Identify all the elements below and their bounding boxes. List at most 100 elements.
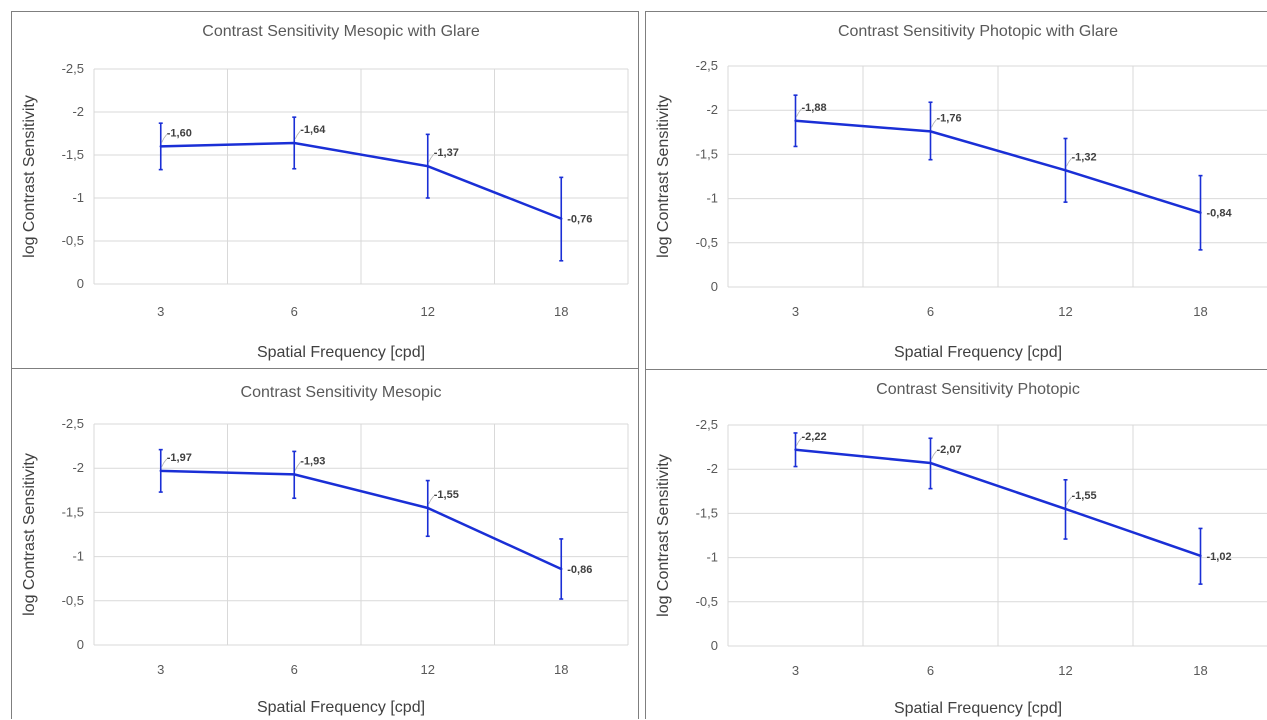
data-point: [1064, 507, 1067, 511]
chart-panel-photopic-glare: -2,5 -2 -1,5 -1 -0,5 0 3 6 12 18 Contrast Sensitiv…: [645, 11, 1267, 369]
chart-title: Contrast Sensitivity Photopic: [876, 381, 1080, 398]
data-label-leader: [1066, 158, 1072, 167]
x-tick-label: 18: [554, 662, 568, 677]
data-point: [159, 469, 162, 473]
data-label-leader: [428, 495, 435, 505]
data-point: [293, 473, 296, 476]
x-tick-label: 6: [927, 304, 934, 319]
x-tick-label: 18: [1193, 663, 1207, 678]
data-point: [1199, 554, 1202, 558]
data-label-leader: [294, 462, 301, 471]
data-point: [794, 119, 797, 123]
data-point: [560, 567, 563, 571]
x-tick-label: 3: [157, 304, 164, 319]
data-label: -1,55: [1072, 490, 1097, 502]
data-point: [794, 448, 797, 451]
x-axis-title: Spatial Frequency [cpd]: [894, 700, 1062, 717]
series-line: [795, 119, 1201, 214]
y-tick-label: -0,5: [62, 233, 84, 248]
data-label: -0,84: [1207, 208, 1233, 220]
x-tick-label: 6: [927, 663, 934, 678]
chart-svg: -2,5 -2 -1,5 -1 -0,5 0 3 6 12 18 Contrast Sensitiv…: [21, 23, 629, 361]
data-point: [1199, 211, 1202, 214]
chart-panel-mesopic: -2,5 -2 -1,5 -1 -0,5 0 3 6 12 18 Contrast Sensitiv…: [11, 369, 639, 719]
x-tick-label: 3: [792, 663, 799, 678]
chart-svg: -2,5 -2 -1,5 -1 -0,5 0 3 6 12 18 Contrast Sensitiv…: [655, 381, 1267, 717]
data-label-leader: [294, 130, 301, 140]
y-tick-label: -1: [72, 549, 84, 564]
data-label: -1,02: [1207, 551, 1232, 563]
data-label: -1,88: [802, 102, 827, 114]
chart-svg: -2,5 -2 -1,5 -1 -0,5 0 3 6 12 18 Contrast Sensitiv…: [21, 384, 629, 716]
y-tick-label: -0,5: [696, 235, 718, 250]
data-point: [293, 141, 296, 145]
data-label: -1,32: [1072, 151, 1097, 163]
x-tick-label: 18: [554, 304, 568, 319]
data-label: -1,37: [434, 147, 459, 159]
y-tick-label: 0: [711, 638, 718, 653]
data-label-leader: [428, 153, 435, 163]
data-point: [560, 217, 563, 220]
data-label: -1,76: [937, 112, 962, 124]
data-point: [1064, 169, 1067, 172]
series-line: [160, 141, 562, 220]
data-label: -0,86: [567, 564, 592, 576]
y-axis-title: log Contrast Sensitivity: [21, 453, 38, 616]
y-tick-label: -1,5: [696, 146, 718, 161]
y-tick-label: 0: [77, 276, 84, 291]
y-tick-label: -2: [72, 460, 84, 475]
chart-panel-photopic: -2,5 -2 -1,5 -1 -0,5 0 3 6 12 18 Contrast Sensitiv…: [645, 369, 1267, 719]
data-point: [159, 145, 162, 148]
y-axis-title: log Contrast Sensitivity: [655, 454, 672, 617]
y-tick-label: -2: [706, 102, 718, 117]
y-tick-label: -1,5: [62, 504, 84, 519]
y-tick-label: -2,5: [696, 417, 718, 432]
y-tick-label: -0,5: [696, 594, 718, 609]
y-tick-label: -1: [706, 191, 718, 206]
data-label-leader: [931, 119, 937, 128]
x-tick-label: 6: [291, 304, 298, 319]
chart-panel-mesopic-glare: -2,5 -2 -1,5 -1 -0,5 0 3 6 12 18 Contrast Sensitiv…: [11, 11, 639, 369]
data-label-leader: [796, 437, 802, 446]
data-label-leader: [931, 450, 937, 460]
series-line: [795, 448, 1201, 558]
y-tick-label: -2,5: [62, 61, 84, 76]
data-label: -1,55: [434, 489, 459, 501]
y-tick-label: 0: [77, 637, 84, 652]
series-line: [160, 469, 562, 571]
data-point: [426, 164, 429, 168]
x-tick-label: 12: [421, 304, 435, 319]
x-tick-label: 3: [157, 662, 164, 677]
chart-title: Contrast Sensitivity Photopic with Glare: [838, 23, 1118, 40]
y-tick-label: -0,5: [62, 593, 84, 608]
y-tick-label: -1: [706, 550, 718, 565]
data-point: [426, 506, 429, 510]
data-label-leader: [161, 458, 168, 468]
y-tick-label: -1: [72, 190, 84, 205]
data-label: -1,64: [300, 124, 326, 136]
data-label: -0,76: [567, 214, 592, 226]
chart-title: Contrast Sensitivity Mesopic with Glare: [202, 23, 480, 40]
y-axis-title: log Contrast Sensitivity: [21, 95, 38, 258]
chart-svg: -2,5 -2 -1,5 -1 -0,5 0 3 6 12 18 Contrast Sensitiv…: [655, 23, 1267, 361]
x-axis-title: Spatial Frequency [cpd]: [894, 344, 1062, 361]
data-point: [929, 130, 932, 133]
y-tick-label: -1,5: [62, 147, 84, 162]
data-label-leader: [1066, 496, 1072, 506]
x-tick-label: 3: [792, 304, 799, 319]
x-tick-label: 6: [291, 662, 298, 677]
data-label-leader: [796, 108, 802, 117]
y-tick-label: -2: [72, 104, 84, 119]
data-label: -1,93: [300, 455, 325, 467]
x-tick-label: 12: [1058, 663, 1072, 678]
data-label: -1,97: [167, 452, 192, 464]
data-label: -2,07: [937, 444, 962, 456]
x-tick-label: 18: [1193, 304, 1207, 319]
data-label-leader: [161, 134, 168, 143]
y-tick-label: -2: [706, 461, 718, 476]
y-axis-title: log Contrast Sensitivity: [655, 95, 672, 258]
data-point: [929, 461, 932, 465]
x-tick-label: 12: [421, 662, 435, 677]
data-label: -2,22: [802, 431, 827, 443]
chart-title: Contrast Sensitivity Mesopic: [241, 384, 442, 401]
